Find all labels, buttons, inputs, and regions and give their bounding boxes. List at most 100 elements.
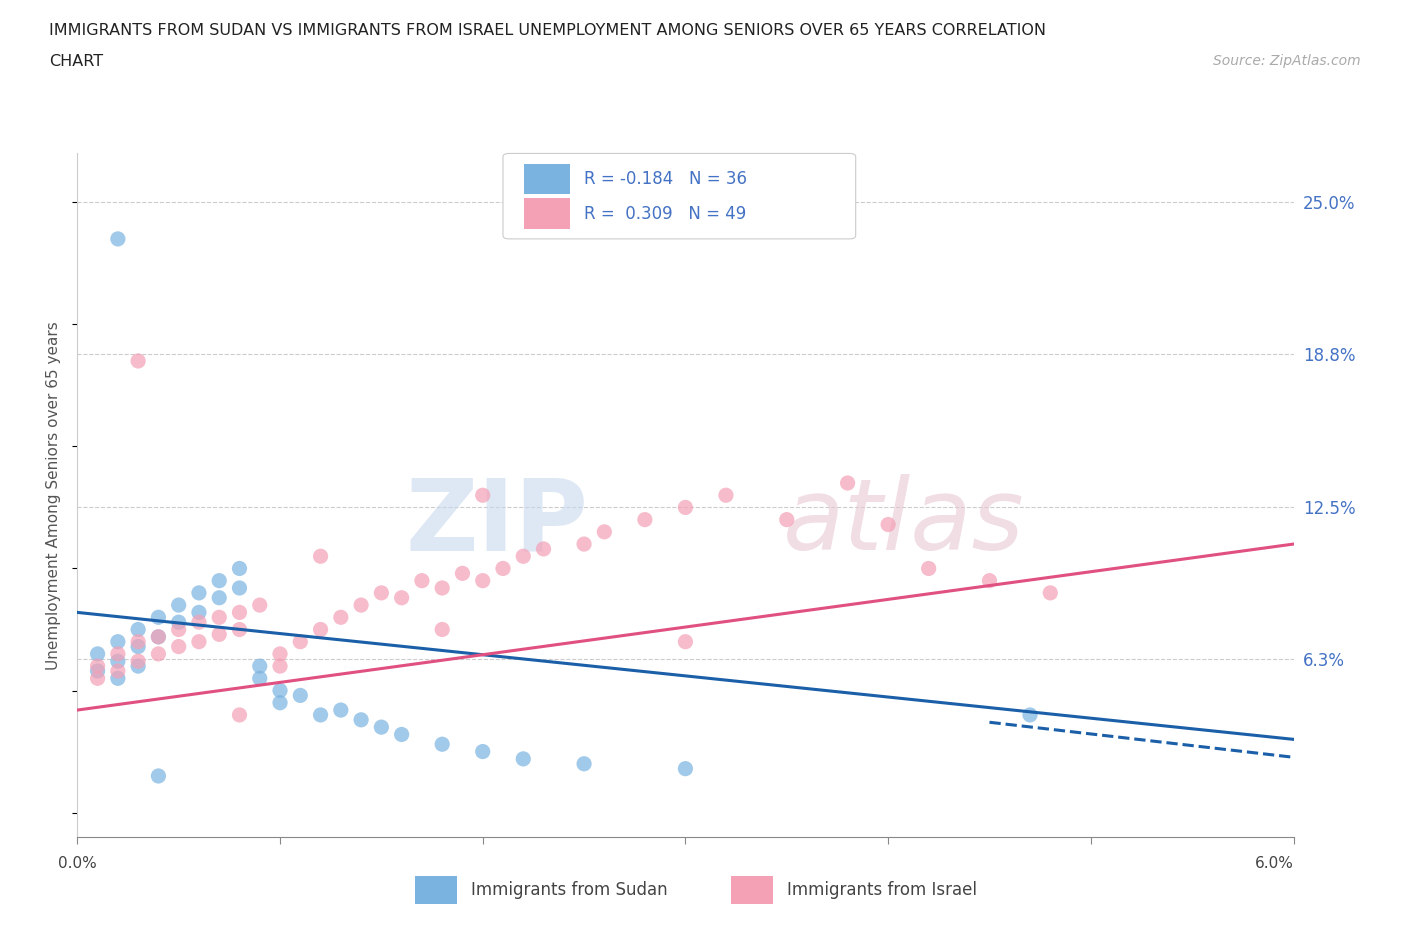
Point xyxy=(148,768,170,783)
Point xyxy=(188,634,211,649)
Text: 6.0%: 6.0% xyxy=(1254,857,1294,871)
Point xyxy=(391,727,413,742)
Point xyxy=(572,537,595,551)
Point xyxy=(370,720,392,735)
Point xyxy=(208,610,231,625)
Point xyxy=(208,591,231,605)
Point xyxy=(512,751,534,766)
Point xyxy=(979,573,1001,588)
Point xyxy=(107,646,129,661)
Point xyxy=(877,517,900,532)
Text: R = -0.184   N = 36: R = -0.184 N = 36 xyxy=(585,170,748,189)
Point xyxy=(188,605,211,620)
Point xyxy=(208,573,231,588)
Text: Immigrants from Sudan: Immigrants from Sudan xyxy=(471,881,668,899)
Point xyxy=(228,708,250,723)
Point xyxy=(188,586,211,601)
Point xyxy=(918,561,941,576)
Point xyxy=(107,671,129,685)
Point xyxy=(167,639,190,654)
Point xyxy=(107,654,129,669)
Point xyxy=(127,353,149,368)
Point xyxy=(329,610,352,625)
Point xyxy=(471,488,494,503)
Point xyxy=(228,561,250,576)
Point xyxy=(1019,708,1042,723)
Point xyxy=(451,565,474,580)
Point xyxy=(107,634,129,649)
Point xyxy=(269,658,291,673)
Point xyxy=(411,573,433,588)
Text: R =  0.309   N = 49: R = 0.309 N = 49 xyxy=(585,205,747,222)
Point xyxy=(228,580,250,595)
Point xyxy=(309,622,332,637)
Text: Source: ZipAtlas.com: Source: ZipAtlas.com xyxy=(1213,54,1361,68)
Point xyxy=(228,605,250,620)
Point xyxy=(290,634,312,649)
Point xyxy=(675,634,697,649)
Point xyxy=(350,598,373,613)
Point xyxy=(492,561,515,576)
Point xyxy=(675,761,697,776)
Text: atlas: atlas xyxy=(783,474,1025,571)
Point xyxy=(148,610,170,625)
Point xyxy=(309,708,332,723)
Point xyxy=(127,658,149,673)
Point xyxy=(167,615,190,630)
Point xyxy=(86,646,108,661)
Point xyxy=(148,646,170,661)
Point xyxy=(249,658,271,673)
Point xyxy=(107,232,129,246)
Point xyxy=(208,627,231,642)
Point xyxy=(391,591,413,605)
Point xyxy=(148,630,170,644)
Point xyxy=(86,664,108,679)
Point xyxy=(269,646,291,661)
Text: 0.0%: 0.0% xyxy=(58,857,97,871)
Point xyxy=(370,586,392,601)
Point xyxy=(432,580,454,595)
Point xyxy=(776,512,799,527)
Point xyxy=(127,639,149,654)
Text: CHART: CHART xyxy=(49,54,103,69)
Point xyxy=(290,688,312,703)
Point xyxy=(107,664,129,679)
Point xyxy=(269,696,291,711)
Text: ZIP: ZIP xyxy=(405,474,588,571)
Point xyxy=(86,671,108,685)
Point xyxy=(309,549,332,564)
Point xyxy=(127,622,149,637)
Point xyxy=(127,654,149,669)
Text: IMMIGRANTS FROM SUDAN VS IMMIGRANTS FROM ISRAEL UNEMPLOYMENT AMONG SENIORS OVER : IMMIGRANTS FROM SUDAN VS IMMIGRANTS FROM… xyxy=(49,23,1046,38)
Point xyxy=(837,475,859,490)
Point xyxy=(675,500,697,515)
Point xyxy=(512,549,534,564)
Point xyxy=(329,703,352,718)
Bar xyxy=(523,198,569,229)
Point xyxy=(634,512,657,527)
Point xyxy=(249,598,271,613)
Point xyxy=(167,622,190,637)
Point xyxy=(127,634,149,649)
Point xyxy=(432,622,454,637)
Text: Immigrants from Israel: Immigrants from Israel xyxy=(787,881,977,899)
Point xyxy=(249,671,271,685)
Point xyxy=(228,622,250,637)
FancyBboxPatch shape xyxy=(503,153,856,239)
Point xyxy=(350,712,373,727)
Point xyxy=(269,684,291,698)
Point xyxy=(148,630,170,644)
Point xyxy=(1039,586,1062,601)
Point xyxy=(572,756,595,771)
Bar xyxy=(523,164,569,194)
Point xyxy=(188,615,211,630)
Point xyxy=(167,598,190,613)
Point xyxy=(533,541,555,556)
Point xyxy=(86,658,108,673)
Point xyxy=(714,488,737,503)
Point xyxy=(471,573,494,588)
Point xyxy=(593,525,616,539)
Point xyxy=(432,737,454,751)
Y-axis label: Unemployment Among Seniors over 65 years: Unemployment Among Seniors over 65 years xyxy=(46,321,62,670)
Point xyxy=(471,744,494,759)
